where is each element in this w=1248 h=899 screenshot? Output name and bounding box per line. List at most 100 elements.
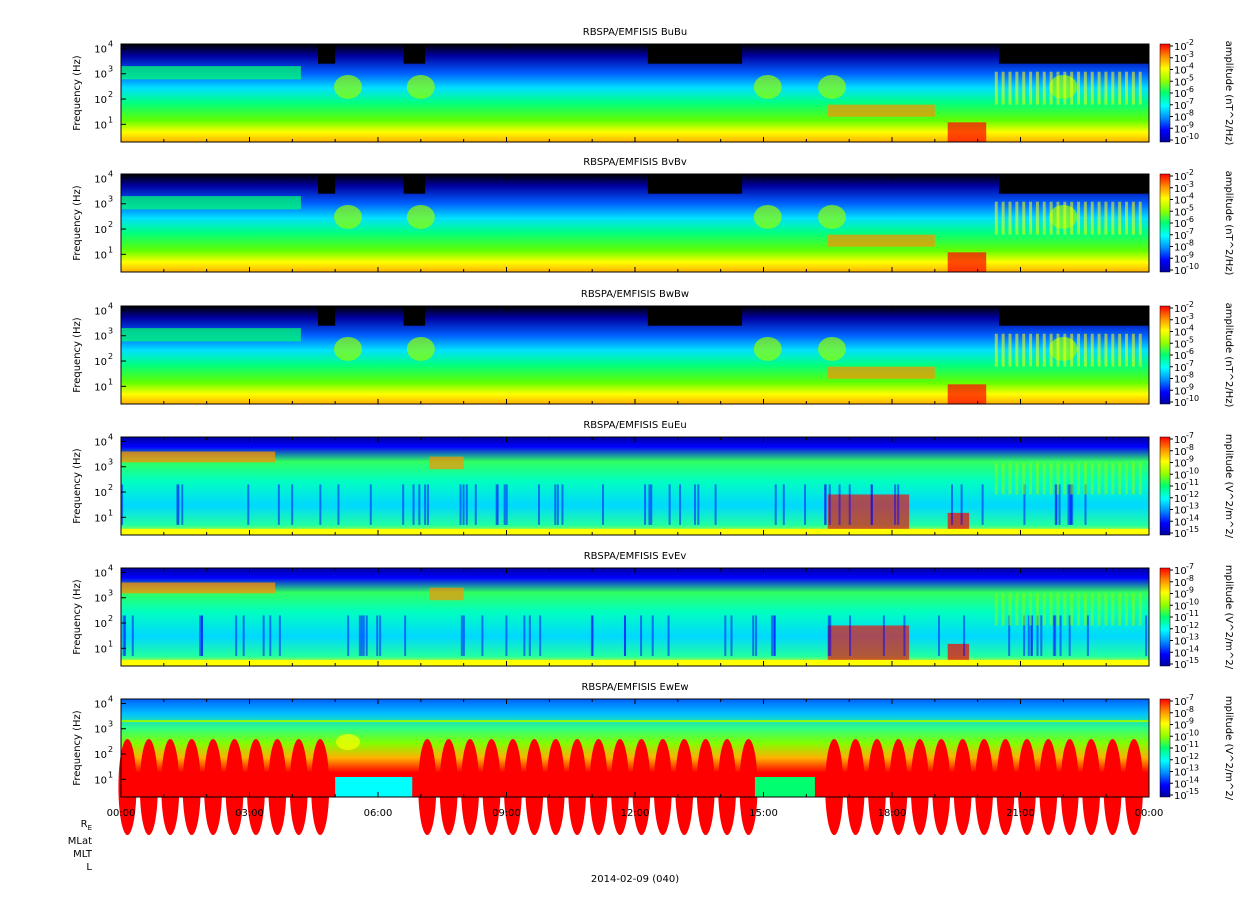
date-label: 2014-02-09 (040) [590,874,680,885]
colorbar-tick-label: 10 [1174,470,1187,481]
wave-band [429,456,464,470]
colorbar-tick-label: 10 [1174,42,1187,53]
emission-stripe [994,333,998,367]
emission-stripe [1131,593,1135,626]
emission-stripe [1063,462,1067,495]
y-tick-exponent: 1 [108,639,113,648]
spike-line [1052,615,1055,656]
spike-line [291,484,294,525]
colorbar-tick-exponent: -3 [1186,180,1194,189]
emission-stripe [1090,201,1094,235]
colorbar-tick-exponent: -9 [1186,120,1194,129]
colorbar-tick-label: 10 [1174,721,1187,732]
ephemeris-l-label: L [86,862,92,873]
colorbar-tick-exponent: -7 [1186,97,1194,106]
emission-stripe [1022,71,1026,105]
hiss-burst [334,336,363,361]
spike-line [561,484,564,525]
emission-stripe [1077,71,1081,105]
y-tick-label: 10 [94,225,107,236]
emission-stripe [1029,593,1033,626]
colorbar-tick-exponent: -4 [1186,324,1194,333]
y-tick-exponent: 1 [108,377,113,386]
emission-stripe [1138,201,1142,235]
colorbar-tick-exponent: -8 [1186,443,1194,452]
colorbar-tick-exponent: -8 [1186,239,1194,248]
spike-line [121,484,124,525]
colorbar-tick-label: 10 [1174,254,1187,265]
y-tick-exponent: 4 [108,563,113,572]
y-axis-label: Frequency (Hz) [72,579,83,655]
quiet-region [999,174,1149,194]
spike-line [337,484,340,525]
colorbar-tick-label: 10 [1174,447,1187,458]
emission-stripe [1049,201,1053,235]
colorbar-tick-label: 10 [1174,566,1187,577]
colorbar-tick-label: 10 [1174,101,1187,112]
spike-line [474,484,477,525]
spike-line [829,615,832,656]
emission-stripe [1097,201,1101,235]
spike-line [505,484,508,525]
spike-line [412,484,415,525]
hiss-burst [334,204,363,229]
emission-stripe [1070,71,1074,105]
colorbar [1159,43,1171,143]
emission-stripe [1049,71,1053,105]
colorbar-tick-label: 10 [1174,316,1187,327]
colorbar-tick-exponent: -8 [1186,109,1194,118]
emission-stripe [1056,462,1060,495]
colorbar-tick-exponent: -7 [1186,359,1194,368]
spike-line [402,484,405,525]
emission-stripe [1042,201,1046,235]
spike-line [849,615,852,656]
spike-line [460,615,463,656]
colorbar-tick-label: 10 [1174,89,1187,100]
emission-stripe [1070,201,1074,235]
emission-stripe [1001,462,1005,495]
spike-line [1084,484,1087,525]
spike-line [358,615,361,656]
emission-stripe [1056,593,1060,626]
colorbar [1159,567,1171,667]
colorbar-tick-exponent: -10 [1186,262,1199,271]
colorbar-tick-exponent: -7 [1186,227,1194,236]
emission-stripe [1015,462,1019,495]
colorbar-tick-label: 10 [1174,459,1187,470]
panel-title: RBSPA/EMFISIS EvEv [584,551,687,562]
spike-line [465,484,468,525]
colorbar-tick-label: 10 [1174,219,1187,230]
ephemeris-mlt-label: MLT [73,849,92,860]
spike-line [278,615,281,656]
spike-line [1058,484,1061,525]
colorbar-tick-label: 10 [1174,482,1187,493]
colorbar-tick-label: 10 [1174,66,1187,77]
spike-line [667,615,670,656]
spike-line [537,484,540,525]
spike-line [176,484,179,525]
colorbar-tick-label: 10 [1174,184,1187,195]
emic-band [827,104,935,117]
colorbar [1159,173,1171,273]
emission-stripe [1035,462,1039,495]
emission-stripe [1083,462,1087,495]
ephemeris-labels: RE MLat MLT L [0,818,92,874]
spike-line [623,615,626,656]
colorbar-tick-exponent: -7 [1186,562,1194,571]
hiss-burst [753,204,782,229]
spike-line [828,484,831,525]
emission-stripe [1118,462,1122,495]
spike-line [319,484,322,525]
emission-stripe [1042,462,1046,495]
colorbar-tick-exponent: -8 [1186,371,1194,380]
emission-stripe [1125,71,1129,105]
spike-line [827,615,830,656]
colorbar-tick-exponent: -9 [1186,455,1194,464]
y-tick-label: 10 [94,357,107,368]
colorbar-tick-label: 10 [1174,744,1187,755]
colorbar-tick-exponent: -12 [1186,752,1199,761]
y-axis-label: Frequency (Hz) [72,185,83,261]
spike-line [960,484,963,525]
emission-stripe [1015,593,1019,626]
